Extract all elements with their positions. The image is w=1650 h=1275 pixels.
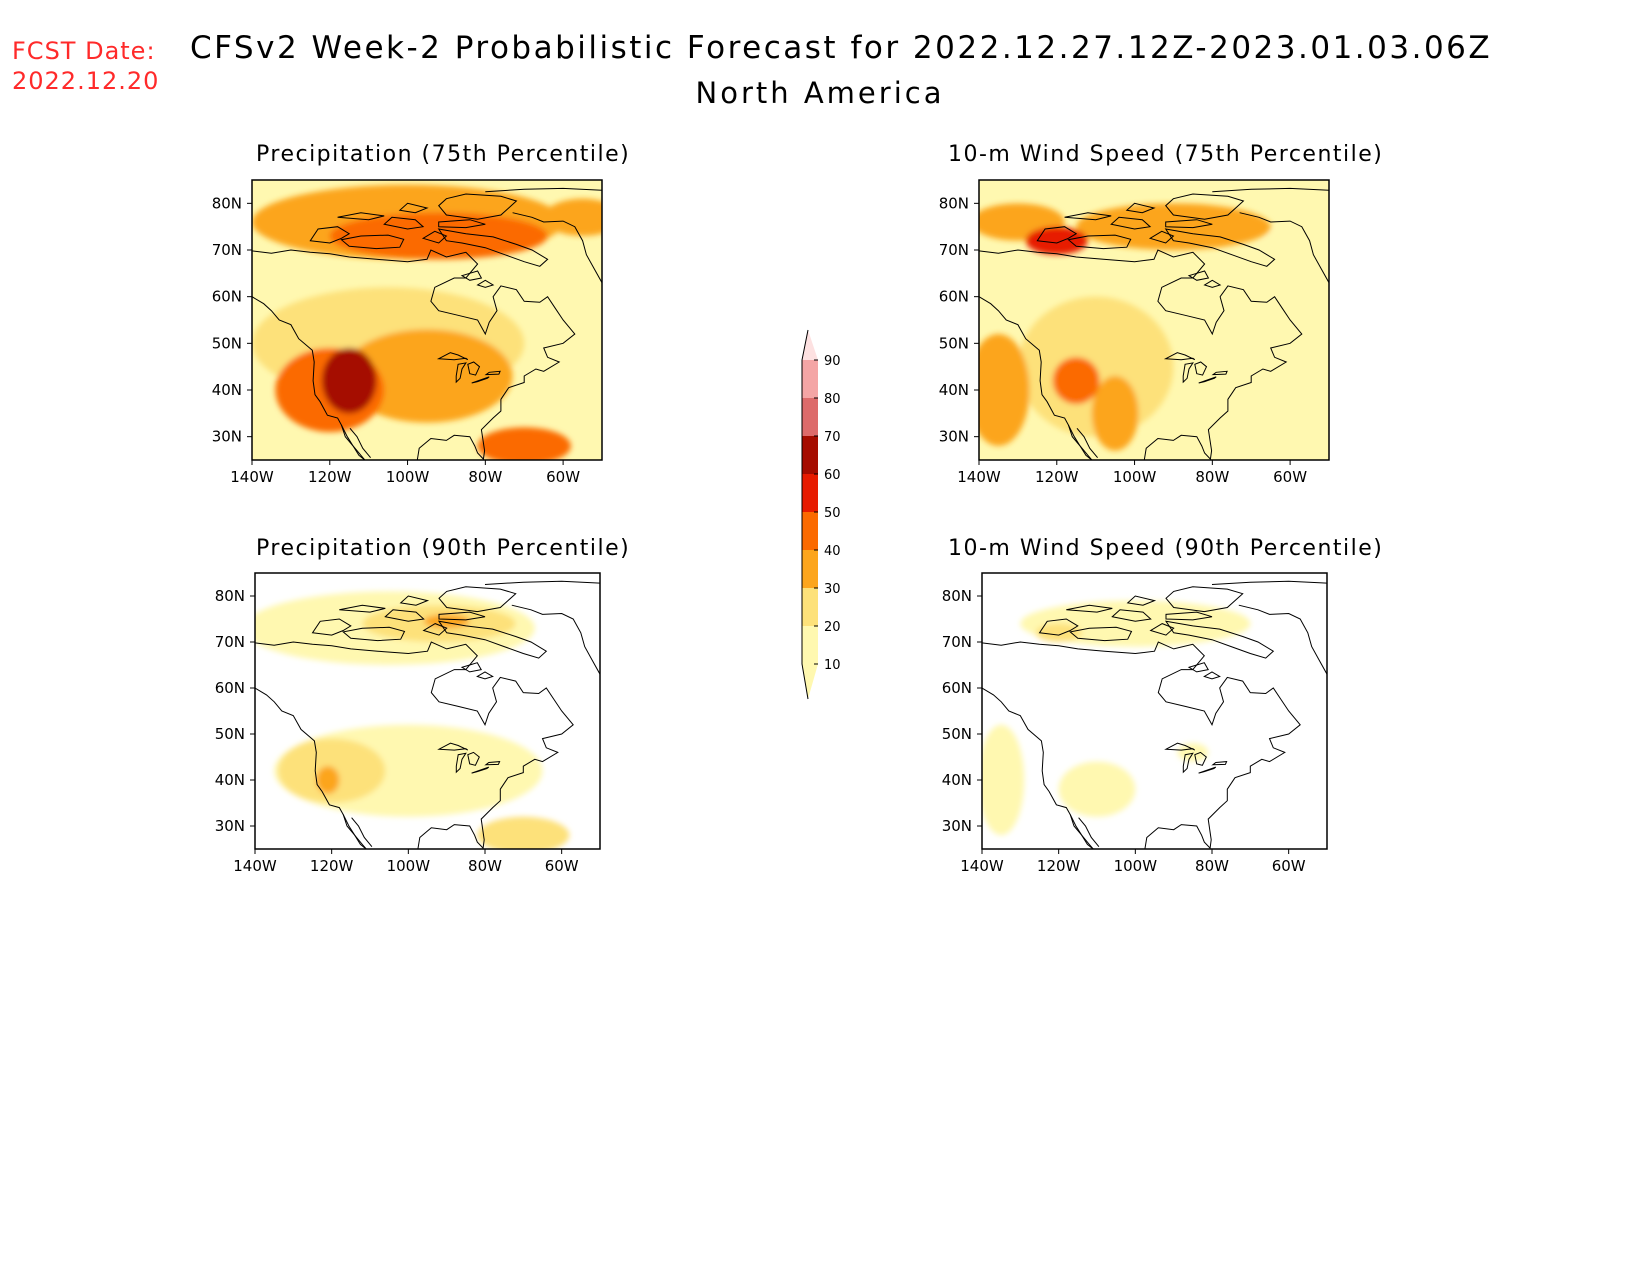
colorbar-label: 90 (824, 354, 841, 369)
lon-tick-label: 100W (1114, 857, 1158, 875)
lat-tick-label: 50N (939, 334, 969, 352)
coastline (252, 187, 602, 460)
lon-tick-label: 140W (233, 857, 277, 875)
probability-area (1091, 376, 1139, 451)
probability-area (341, 329, 513, 423)
lon-tick-label: 120W (1037, 857, 1081, 875)
map-precip-90: 140W 120W 100W 80W 60W 80N 70N 60N 50N 40N 30N (215, 572, 601, 875)
lat-tick-label: 50N (212, 334, 242, 352)
colorbar-label: 50 (824, 506, 841, 521)
probability-area (1025, 226, 1088, 255)
lon-tick-label: 60W (546, 468, 580, 486)
panel-title-wind-90: 10-m Wind Speed (90th Percentile) (948, 536, 1384, 561)
colorbar-swatch (802, 626, 818, 664)
lat-tick-label: 60N (215, 679, 245, 697)
colorbar-label: 70 (824, 430, 841, 445)
colorbar: 90 80 70 60 50 40 30 20 10 (801, 329, 841, 700)
colorbar-label: 10 (824, 658, 841, 673)
colorbar-swatch (802, 588, 818, 626)
lat-tick-label: 80N (939, 194, 969, 212)
lon-tick-label: 60W (545, 857, 579, 875)
lat-tick-label: 60N (942, 679, 972, 697)
probability-area (477, 816, 570, 849)
probability-area (1243, 226, 1329, 414)
map-wind-75: 140W 120W 100W 80W 60W 80N 70N 60N 50N 40N 30N (939, 179, 1330, 486)
lon-tick-label: 60W (1272, 857, 1306, 875)
lat-tick-label: 70N (212, 241, 242, 259)
lat-tick-label: 50N (215, 725, 245, 743)
colorbar-label: 20 (824, 620, 841, 635)
lon-tick-label: 80W (468, 468, 502, 486)
colorbar-top-arrow (802, 330, 818, 360)
colorbar-label: 60 (824, 468, 841, 483)
forecast-date-block: FCST Date: 2022.12.20 (12, 36, 159, 96)
colorbar-label: 80 (824, 392, 841, 407)
lon-tick-label: 140W (957, 468, 1001, 486)
panel-title-wind-75: 10-m Wind Speed (75th Percentile) (948, 142, 1384, 167)
lon-tick-label: 80W (1195, 857, 1229, 875)
colorbar-label: 30 (824, 582, 841, 597)
probability-area (322, 348, 377, 414)
lat-tick-label: 70N (939, 241, 969, 259)
lat-tick-label: 30N (939, 428, 969, 446)
lat-tick-label: 60N (939, 288, 969, 306)
probability-area (543, 198, 602, 236)
lon-tick-label: 140W (230, 468, 274, 486)
probability-area (477, 427, 571, 460)
probability-area (1058, 761, 1136, 817)
page-title: CFSv2 Week-2 Probabilistic Forecast for … (190, 30, 1493, 66)
colorbar-bottom-arrow (802, 664, 818, 699)
lat-tick-label: 40N (939, 381, 969, 399)
page-subtitle: North America (695, 76, 945, 110)
lon-tick-label: 100W (1113, 468, 1157, 486)
lat-tick-label: 40N (212, 381, 242, 399)
probability-area (1052, 357, 1100, 404)
panel-title-precip-90: Precipitation (90th Percentile) (256, 536, 631, 561)
forecast-date-value: 2022.12.20 (12, 67, 160, 95)
colorbar-swatch (802, 550, 818, 588)
probability-area (979, 334, 1030, 446)
coastline (982, 580, 1327, 849)
lon-tick-label: 80W (1195, 468, 1229, 486)
coastline (255, 580, 600, 849)
lon-tick-label: 100W (386, 468, 430, 486)
colorbar-swatch (802, 474, 818, 512)
lat-tick-label: 40N (215, 771, 245, 789)
lon-tick-label: 60W (1273, 468, 1307, 486)
lat-tick-label: 30N (942, 817, 972, 835)
lat-tick-label: 60N (212, 288, 242, 306)
lat-tick-label: 40N (942, 771, 972, 789)
probability-area (982, 724, 1025, 836)
lat-tick-label: 70N (942, 633, 972, 651)
lat-tick-label: 30N (212, 428, 242, 446)
map-precip-75: 140W 120W 100W 80W 60W 80N 70N 60N 50N 40N 30N (212, 179, 603, 486)
lat-tick-label: 50N (942, 725, 972, 743)
panel-title-precip-75: Precipitation (75th Percentile) (256, 142, 631, 167)
colorbar-swatch (802, 512, 818, 550)
colorbar-swatch (802, 360, 818, 398)
lat-tick-label: 70N (215, 633, 245, 651)
coastline (979, 187, 1329, 460)
colorbar-swatch (802, 436, 818, 474)
map-wind-90: 140W 120W 100W 80W 60W 80N 70N 60N 50N 40N 30N (942, 572, 1328, 875)
lat-tick-label: 30N (215, 817, 245, 835)
forecast-date-label: FCST Date: (12, 37, 156, 65)
lon-tick-label: 120W (1035, 468, 1079, 486)
probability-area (316, 766, 340, 794)
lon-tick-label: 120W (310, 857, 354, 875)
lat-tick-label: 80N (942, 587, 972, 605)
lat-tick-label: 80N (212, 194, 242, 212)
lon-tick-label: 120W (308, 468, 352, 486)
colorbar-label: 40 (824, 544, 841, 559)
lon-tick-label: 140W (960, 857, 1004, 875)
probability-area (1177, 743, 1209, 762)
lon-tick-label: 100W (387, 857, 431, 875)
lat-tick-label: 80N (215, 587, 245, 605)
colorbar-swatch (802, 398, 818, 436)
lon-tick-label: 80W (468, 857, 502, 875)
probability-area (1035, 623, 1082, 642)
